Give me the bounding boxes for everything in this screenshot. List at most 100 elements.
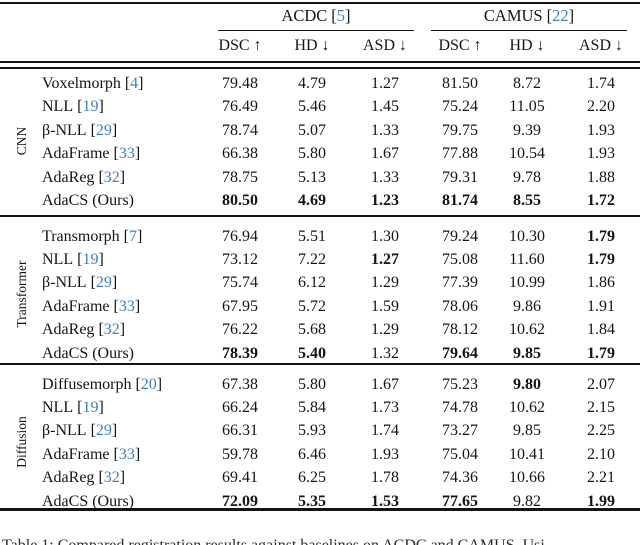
bracket-open: [ [98, 168, 104, 186]
citation-number[interactable]: 5 [336, 6, 346, 25]
bracket-close: ] [119, 321, 126, 339]
method-name: β-NLL [42, 121, 87, 139]
table-row: AdaReg [32] 78.75 5.13 1.33 79.31 9.78 1.88 [0, 168, 640, 189]
metric-value-cell: 1.33 [371, 168, 399, 186]
method-label: AdaFrame [33] [42, 445, 212, 465]
table-bottom-rule [0, 508, 640, 512]
table-row: AdaFrame [33] 59.78 6.46 1.93 75.04 10.41 2.10 [0, 445, 640, 466]
bracket-open: [ [123, 227, 129, 245]
metric-value-cell: 5.80 [298, 145, 326, 163]
citation-number[interactable]: 33 [118, 297, 135, 315]
bracket-open: [ [90, 422, 96, 440]
metric-value-cell: 66.38 [222, 145, 258, 163]
citation-number[interactable]: 19 [82, 250, 99, 268]
citation-number[interactable]: 20 [140, 375, 157, 393]
metric-value-cell: 10.62 [509, 321, 545, 339]
metric-value-cell: 75.74 [222, 274, 258, 292]
metric-value-cell: 79.64 [442, 344, 478, 362]
table-row: Transmorph [7] 76.94 5.51 1.30 79.24 10.30 1.79 [0, 227, 640, 248]
metric-value-cell: 1.74 [587, 75, 615, 92]
metric-header-dsc-0: DSC ↑ [202, 36, 278, 56]
metric-value-cell: 5.68 [298, 321, 326, 339]
metric-value-cell: 9.80 [513, 375, 541, 393]
bracket-close: ] [568, 6, 575, 25]
metric-value-cell: 2.15 [587, 398, 615, 416]
bracket-open: [ [77, 98, 83, 116]
metric-value-cell: 1.72 [587, 192, 615, 209]
metric-value-cell: 10.30 [509, 227, 545, 245]
dataset-name: CAMUS [483, 6, 543, 25]
citation-number[interactable]: 22 [552, 6, 569, 25]
metric-value-cell: 5.51 [298, 227, 326, 245]
citation-number[interactable]: 32 [103, 321, 120, 339]
bracket-close: ] [138, 75, 144, 92]
metric-label: ASD [578, 37, 611, 54]
metric-value-cell: 78.12 [442, 321, 478, 339]
metric-value-cell: 74.36 [442, 469, 478, 487]
metric-value-cell: 1.88 [587, 168, 615, 186]
metric-value-cell: 9.85 [513, 422, 541, 440]
metric-value-cell: 1.59 [371, 297, 399, 315]
metric-value-cell: 5.80 [298, 375, 326, 393]
metric-value-cell: 79.75 [442, 121, 478, 139]
metric-value-cell: 1.73 [371, 398, 399, 416]
citation-number[interactable]: 32 [103, 469, 120, 487]
metric-value-cell: 8.55 [513, 192, 541, 209]
metric-value-cell: 6.46 [298, 445, 326, 463]
metric-value-cell: 2.25 [587, 422, 615, 440]
method-label: NLL [19] [42, 398, 212, 418]
metric-value-cell: 79.24 [442, 227, 478, 245]
table-row: Voxelmorph [4] 79.48 4.79 1.27 81.50 8.72 1.74 [0, 74, 640, 95]
dataset-name: ACDC [281, 6, 328, 25]
method-label: AdaCS (Ours) [42, 191, 212, 211]
citation-number[interactable]: 32 [103, 168, 120, 186]
metric-value-cell: 2.20 [587, 98, 615, 116]
method-name: AdaReg [42, 321, 95, 339]
metric-value-cell: 5.07 [298, 121, 326, 139]
metric-value-cell: 74.78 [442, 398, 478, 416]
arrow-down-icon: ↓ [399, 37, 407, 54]
metric-value-cell: 1.32 [371, 344, 399, 362]
metric-value-cell: 8.72 [513, 75, 541, 92]
metric-value-cell: 1.29 [371, 321, 399, 339]
metric-value-cell: 76.94 [222, 227, 258, 245]
metric-value-cell: 78.39 [222, 344, 258, 362]
metric-value-cell: 6.12 [298, 274, 326, 292]
dataset-header-camus: CAMUS [22] [431, 6, 627, 26]
method-name: Voxelmorph [42, 75, 121, 92]
metric-value-cell: 75.24 [442, 98, 478, 116]
bracket-open: [ [77, 250, 83, 268]
citation-number[interactable]: 29 [95, 422, 112, 440]
method-name: β-NLL [42, 274, 87, 292]
citation-number[interactable]: 4 [130, 75, 139, 92]
method-label: AdaFrame [33] [42, 297, 212, 317]
metric-header-hd-4: HD ↓ [489, 36, 565, 56]
metric-value-cell: 1.67 [371, 145, 399, 163]
section-divider-rule [0, 214, 640, 217]
metric-value-cell: 73.12 [222, 250, 258, 268]
citation-number[interactable]: 29 [95, 121, 112, 139]
citation-number[interactable]: 19 [82, 398, 99, 416]
metric-value-cell: 78.75 [222, 168, 258, 186]
citation-number[interactable]: 19 [82, 98, 99, 116]
method-name: AdaCS (Ours) [42, 192, 134, 209]
citation-number[interactable]: 33 [118, 145, 135, 163]
metric-value-cell: 9.78 [513, 168, 541, 186]
metric-value-cell: 79.48 [222, 75, 258, 92]
metric-value-cell: 66.24 [222, 398, 258, 416]
bracket-close: ] [134, 445, 141, 463]
method-name: Transmorph [42, 227, 120, 245]
metric-value-cell: 10.41 [509, 445, 545, 463]
method-name: AdaFrame [42, 445, 110, 463]
citation-number[interactable]: 29 [95, 274, 112, 292]
metric-value-cell: 69.41 [222, 469, 258, 487]
method-label: β-NLL [29] [42, 273, 212, 293]
metric-value-cell: 11.60 [509, 250, 545, 268]
bracket-close: ] [111, 422, 118, 440]
citation-number[interactable]: 33 [118, 445, 135, 463]
metric-value-cell: 73.27 [442, 422, 478, 440]
bracket-close: ] [134, 145, 141, 163]
metric-value-cell: 1.67 [371, 375, 399, 393]
citation-number[interactable]: 7 [128, 227, 137, 245]
metric-value-cell: 72.09 [222, 492, 258, 510]
